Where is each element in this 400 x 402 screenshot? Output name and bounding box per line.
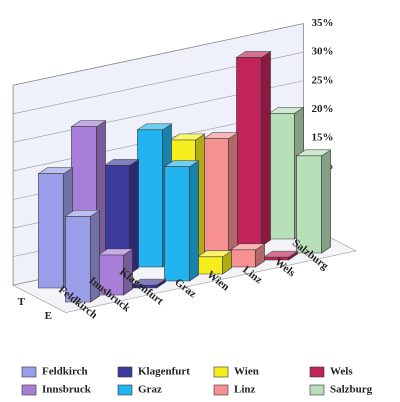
legend-swatch <box>309 384 325 396</box>
bar-front <box>164 166 190 282</box>
legend-label: Graz <box>138 384 162 396</box>
legend-label: Salzburg <box>330 384 373 396</box>
legend-swatch <box>117 384 133 396</box>
bar <box>163 160 200 282</box>
legend-swatch <box>117 366 133 378</box>
bar-front <box>203 138 229 254</box>
bar-top-shade <box>164 160 199 167</box>
bar-top-shade <box>197 250 232 257</box>
bar-top-shade <box>269 107 304 114</box>
legend-swatch <box>21 384 37 396</box>
bar-side-shade <box>255 243 265 267</box>
y-tick-label: 35% <box>311 17 333 29</box>
y-tick-label: 20% <box>311 103 333 115</box>
y-tick-label: 30% <box>311 46 333 58</box>
bar-front <box>296 155 322 254</box>
bar-side-shade <box>288 251 298 260</box>
legend-swatch <box>21 366 37 378</box>
row-label: E <box>45 310 52 322</box>
bar-top-shade <box>263 251 298 258</box>
bar-top-shade <box>236 51 271 58</box>
legend-label: Klagenfurt <box>138 366 190 378</box>
y-tick-label: 25% <box>311 74 333 86</box>
bar <box>196 250 233 275</box>
bar-side-shade <box>156 279 166 288</box>
bar-side-shade <box>321 149 331 253</box>
bar <box>202 132 239 254</box>
bar-front <box>269 112 295 240</box>
legend-label: Innsbruck <box>42 384 92 396</box>
row-label: T <box>18 296 26 308</box>
grid-line <box>12 23 304 86</box>
bar-top-shade <box>104 159 139 166</box>
bar-side-shade <box>129 159 139 274</box>
bar-front <box>65 215 91 303</box>
bar-top-shade <box>65 210 100 217</box>
bar-top-shade <box>137 123 172 130</box>
bar-top-shade <box>230 243 265 250</box>
legend-swatch <box>213 384 229 396</box>
bar-front <box>230 249 256 268</box>
bar-top-shade <box>38 167 73 174</box>
legend-label: Wels <box>330 366 353 378</box>
bar-front <box>38 173 64 289</box>
bar-side-shade <box>222 250 232 274</box>
bar-side-shade <box>189 160 199 281</box>
legend-swatch <box>309 366 325 378</box>
bar-side-shade <box>261 51 271 246</box>
bar <box>64 209 101 303</box>
bar-top-shade <box>170 134 205 140</box>
bar-side-shade <box>123 249 133 295</box>
legend-swatch <box>213 366 229 378</box>
bar-side-shade <box>90 210 100 302</box>
y-tick-label: 15% <box>311 131 333 143</box>
bar-top-shade <box>203 132 238 139</box>
bar-top-shade <box>98 249 133 255</box>
bar <box>97 248 134 296</box>
bar-top-shade <box>296 149 331 156</box>
bar <box>229 243 266 268</box>
legend-label: Feldkirch <box>42 366 88 378</box>
bar-front <box>236 57 262 247</box>
bar <box>295 149 332 254</box>
bar-front <box>137 129 163 268</box>
legend-label: Wien <box>234 366 259 378</box>
bar-top-shade <box>131 279 166 286</box>
bar-top-shade <box>71 120 106 127</box>
bar-side-shade <box>228 132 238 253</box>
bar <box>130 278 167 289</box>
bar <box>235 50 272 247</box>
legend-label: Linz <box>234 384 256 396</box>
